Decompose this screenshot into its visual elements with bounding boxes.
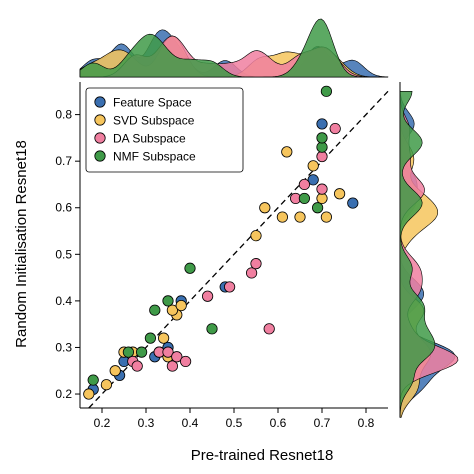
point-svd-subspace [158, 332, 170, 344]
point-svd-subspace [316, 192, 328, 205]
x-tick-label: 0.8 [358, 416, 375, 430]
point-svd-subspace [109, 365, 121, 377]
x-tick-label: 0.4 [182, 416, 199, 430]
point-da-subspace [180, 355, 192, 368]
y-axis-label: Random Initialisation Resnet18 [13, 140, 30, 348]
top-marginal-density [79, 18, 389, 78]
point-svd-subspace [83, 388, 95, 400]
y-tick-label: 0.5 [55, 247, 72, 261]
point-svd-subspace [276, 211, 288, 223]
x-tick-label: 0.2 [94, 416, 111, 430]
point-da-subspace [250, 258, 262, 270]
y-tick-label: 0.4 [55, 294, 72, 308]
point-da-subspace [171, 351, 183, 363]
point-svd-subspace [250, 230, 262, 242]
point-feature-space [307, 174, 319, 186]
point-feature-space [347, 197, 359, 209]
scatter-points [83, 85, 359, 400]
right-marginal-density [399, 82, 459, 418]
point-nmf-subspace [136, 346, 148, 358]
point-nmf-subspace [162, 295, 174, 307]
y-tick-label: 0.3 [55, 340, 72, 354]
point-svd-subspace [307, 160, 319, 172]
legend: Feature Space SVD Subspace DA Subspace NMF … [85, 87, 244, 173]
point-svd-subspace [281, 146, 293, 158]
scatter-plot-area: 0.2 0.3 0.4 0.5 0.6 0.7 0.8 0.2 0.3 0.4 0.5 0.6 0.7… [55, 82, 389, 430]
point-nmf-subspace [149, 304, 161, 316]
y-tick-label: 0.6 [55, 201, 72, 215]
point-da-subspace [329, 122, 341, 135]
legend-label-da-subspace: DA Subspace [113, 132, 186, 146]
point-svd-subspace [294, 211, 306, 223]
point-da-subspace [166, 360, 178, 372]
x-tick-label: 0.6 [270, 416, 287, 430]
point-nmf-subspace [122, 346, 134, 358]
right-density-nmf-subspace [399, 91, 436, 418]
point-nmf-subspace [298, 192, 310, 205]
x-axis-label: Pre-trained Resnet18 [191, 447, 334, 464]
x-axis-ticks: 0.2 0.3 0.4 0.5 0.6 0.7 0.8 [94, 408, 375, 430]
point-nmf-subspace [144, 332, 156, 344]
point-nmf-subspace [316, 132, 328, 144]
point-nmf-subspace [316, 141, 328, 153]
point-svd-subspace [259, 202, 271, 214]
y-tick-label: 0.2 [55, 387, 72, 401]
legend-marker-nmf-subspace [94, 150, 106, 162]
legend-frame [85, 87, 244, 173]
point-da-subspace [224, 281, 236, 293]
point-svd-subspace [333, 188, 346, 200]
point-nmf-subspace [206, 323, 218, 335]
legend-marker-feature-space [94, 96, 106, 108]
legend-marker-da-subspace [94, 132, 106, 144]
top-density-nmf-subspace [79, 18, 388, 78]
point-nmf-subspace [184, 262, 196, 274]
point-svd-subspace [175, 299, 187, 312]
point-nmf-subspace [311, 202, 324, 214]
point-da-subspace [202, 290, 214, 302]
point-da-subspace [131, 360, 143, 372]
legend-label-nmf-subspace: NMF Subspace [113, 150, 196, 164]
point-da-subspace [246, 267, 258, 279]
point-da-subspace [263, 323, 275, 335]
x-tick-label: 0.5 [226, 416, 243, 430]
y-tick-label: 0.7 [55, 154, 72, 168]
legend-label-feature-space: Feature Space [113, 96, 192, 110]
point-svd-subspace [320, 211, 332, 223]
y-tick-label: 0.8 [55, 108, 72, 122]
x-tick-label: 0.7 [314, 416, 331, 430]
point-da-subspace [316, 183, 328, 195]
legend-label-svd-subspace: SVD Subspace [113, 114, 195, 128]
point-da-subspace [298, 178, 310, 191]
point-da-subspace [316, 150, 328, 163]
point-nmf-subspace [320, 85, 332, 97]
x-tick-label: 0.3 [138, 416, 155, 430]
point-svd-subspace [100, 379, 113, 391]
legend-marker-svd-subspace [94, 114, 106, 126]
point-svd-subspace [166, 304, 178, 316]
y-axis-ticks: 0.2 0.3 0.4 0.5 0.6 0.7 0.8 [55, 108, 80, 401]
point-feature-space [316, 118, 328, 130]
point-nmf-subspace [87, 374, 99, 386]
point-da-subspace [162, 346, 174, 358]
